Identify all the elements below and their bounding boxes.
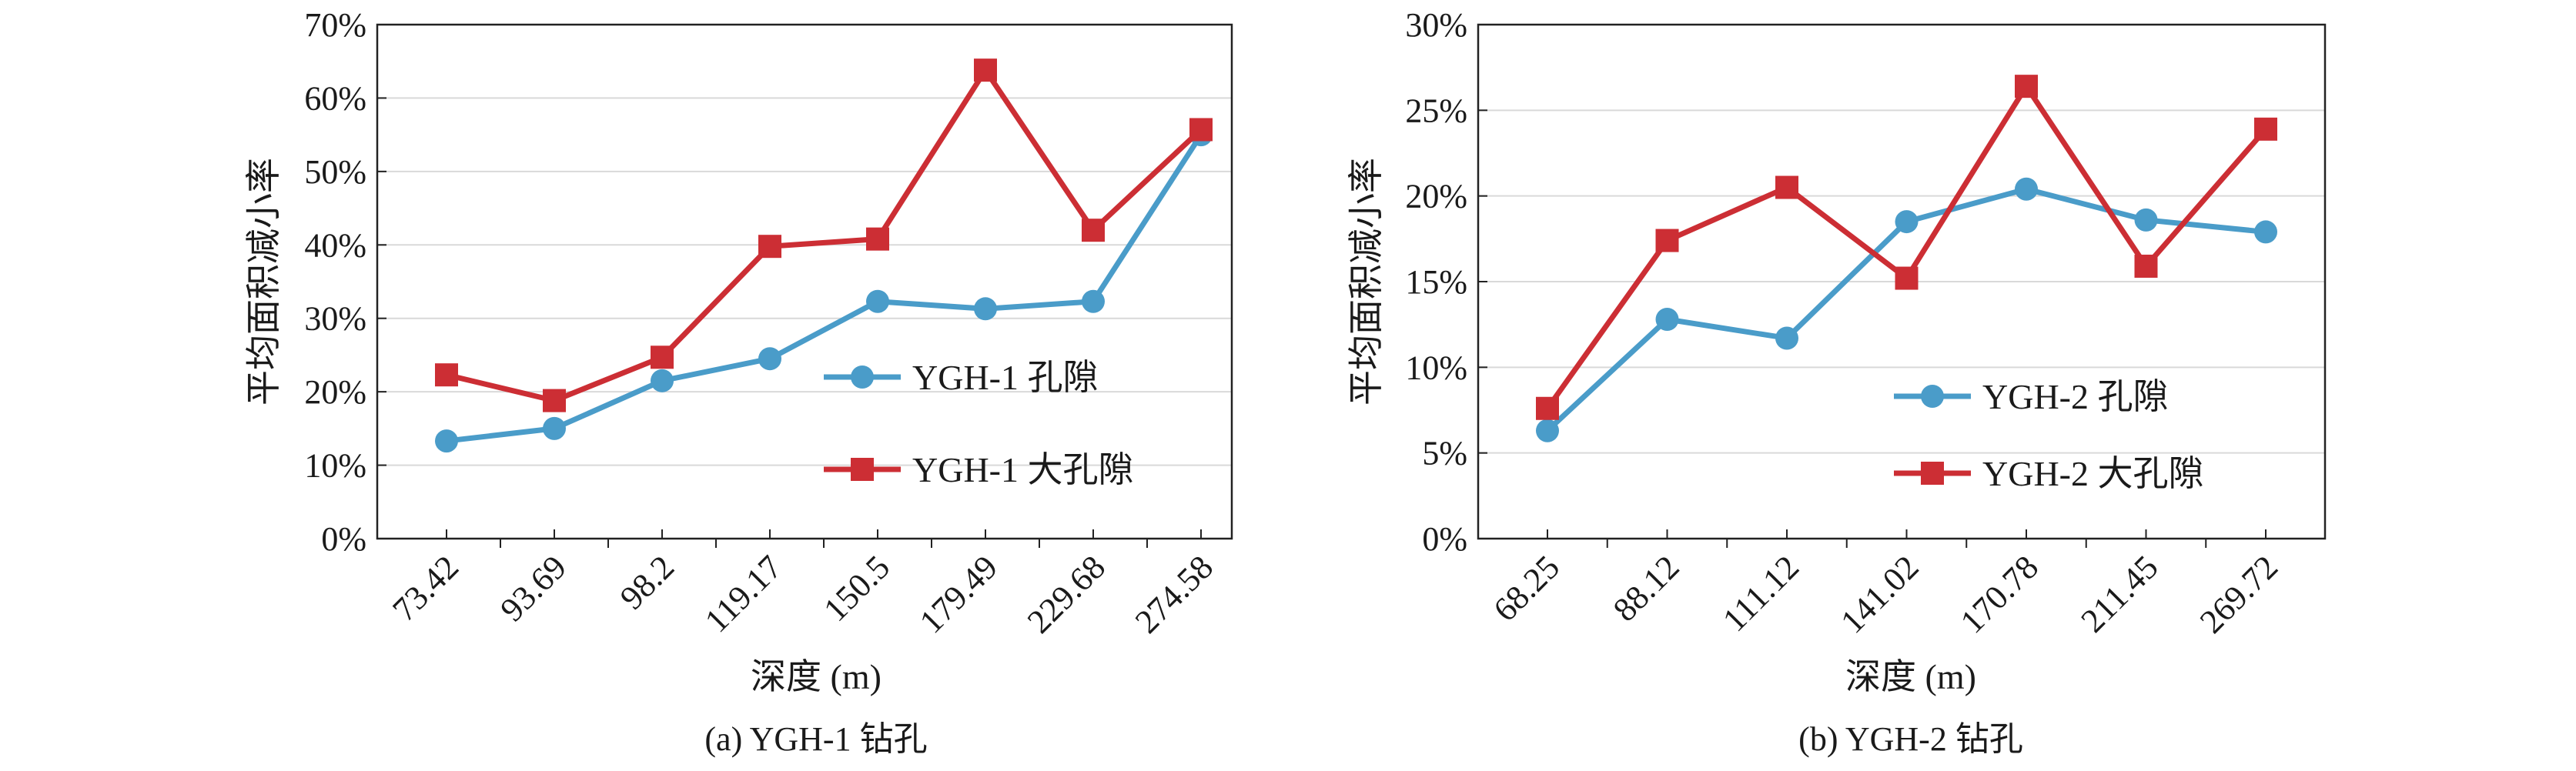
series-line: [446, 67, 1203, 404]
data-point: [866, 227, 889, 251]
data-point: [435, 429, 458, 453]
y-tick-label: 20%: [304, 373, 366, 411]
series-line: [446, 133, 1203, 444]
x-axis-label: 深度 (m): [751, 657, 882, 696]
data-point: [2254, 117, 2277, 141]
legend: YGH-1 孔隙 YGH-1 大孔隙: [824, 358, 1133, 489]
y-axis-label: 平均面积减小率: [244, 158, 283, 406]
y-tick-label: 0%: [321, 520, 366, 558]
legend-marker: [1921, 462, 1944, 485]
x-tick-label: 179.49: [912, 548, 1005, 640]
data-point: [1189, 118, 1213, 142]
x-axis-label: 深度 (m): [1845, 657, 1976, 696]
y-tick-label: 15%: [1405, 263, 1467, 301]
y-tick-label: 30%: [304, 300, 366, 338]
y-tick-label: 25%: [1405, 92, 1467, 129]
chart-b: 0% 5% 10% 15% 20% 25% 30% 68.25 88.12 111.12 141.0…: [1347, 6, 2327, 758]
data-point: [543, 416, 566, 440]
series-line: [1545, 83, 2268, 410]
x-tick-label: 98.2: [613, 548, 681, 616]
y-tick-label: 20%: [1405, 178, 1467, 215]
x-tick-label: 229.68: [1020, 548, 1112, 640]
plot-frame: [1477, 23, 2327, 540]
data-point: [1655, 229, 1679, 252]
x-tick-label: 211.45: [2074, 548, 2166, 639]
x-tick-label: 150.5: [816, 548, 897, 629]
legend-label: YGH-2 孔隙: [1982, 377, 2168, 416]
legend-marker: [851, 458, 874, 481]
data-point: [651, 369, 674, 392]
data-point: [543, 389, 566, 412]
legend-marker: [851, 365, 874, 389]
y-tick-label: 0%: [1422, 520, 1467, 558]
data-point: [758, 235, 781, 259]
y-tick-label: 30%: [1405, 6, 1467, 44]
data-point: [1536, 396, 1559, 420]
legend-label: YGH-2 大孔隙: [1982, 454, 2203, 493]
data-point: [2015, 177, 2038, 201]
data-point: [2134, 208, 2158, 232]
x-tick-label: 88.12: [1606, 548, 1687, 629]
chart-caption: (a) YGH-1 钻孔: [704, 720, 927, 758]
data-point: [1082, 219, 1105, 242]
data-point: [1895, 210, 1919, 234]
x-tick-label: 274.58: [1128, 548, 1220, 640]
legend-marker: [1921, 385, 1944, 408]
data-point: [1536, 419, 1559, 442]
y-tick-label: 70%: [304, 6, 366, 44]
x-tick-label: 93.69: [493, 548, 574, 629]
data-point: [1655, 307, 1679, 331]
x-tick-label: 119.17: [698, 548, 789, 639]
chart-a: 0% 10% 20% 30% 40% 50% 60% 70% 73.42 93.69 98.2 119…: [244, 6, 1233, 758]
x-tick-label: 111.12: [1715, 548, 1806, 639]
y-tick-label: 50%: [304, 153, 366, 191]
y-tick-label: 10%: [1405, 349, 1467, 386]
data-point: [758, 347, 781, 371]
data-point: [866, 289, 889, 313]
chart-caption: (b) YGH-2 钻孔: [1798, 720, 2023, 758]
legend-label: YGH-1 孔隙: [912, 358, 1098, 397]
x-tick-label: 170.78: [1953, 548, 2046, 640]
data-point: [435, 363, 458, 387]
x-tick-label: 141.02: [1833, 548, 1925, 640]
data-point: [1895, 266, 1919, 290]
data-point: [2015, 75, 2038, 98]
legend-label: YGH-1 大孔隙: [912, 450, 1133, 489]
x-tick-label: 269.72: [2193, 548, 2285, 640]
data-point: [651, 345, 674, 369]
data-point: [2134, 254, 2158, 278]
y-tick-label: 40%: [304, 226, 366, 264]
data-point: [1082, 289, 1105, 313]
y-axis-label: 平均面积减小率: [1347, 158, 1386, 406]
data-point: [2254, 220, 2277, 244]
y-tick-label: 60%: [304, 79, 366, 117]
x-tick-label: 73.42: [385, 548, 466, 629]
y-tick-label: 10%: [304, 447, 366, 485]
plot-frame: [376, 23, 1233, 540]
x-tick-label: 68.25: [1486, 548, 1567, 629]
data-point: [974, 297, 997, 321]
legend: YGH-2 孔隙 YGH-2 大孔隙: [1894, 377, 2203, 493]
data-point: [974, 58, 997, 82]
y-tick-label: 5%: [1422, 435, 1467, 472]
data-point: [1775, 175, 1798, 199]
data-point: [1775, 326, 1798, 350]
